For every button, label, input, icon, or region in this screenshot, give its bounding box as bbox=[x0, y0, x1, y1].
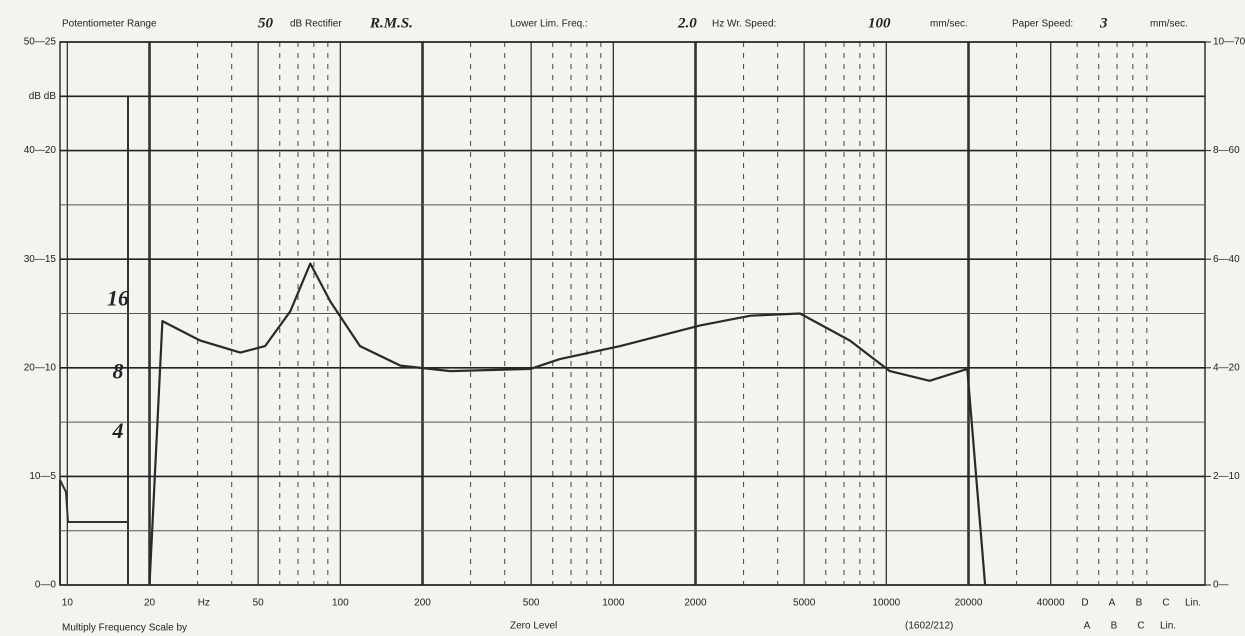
form-label: Zero Level bbox=[510, 621, 557, 632]
x-tick-label: 2000 bbox=[684, 598, 707, 609]
x-tick-label: 500 bbox=[523, 598, 540, 609]
form-label: (1602/212) bbox=[905, 621, 953, 632]
weighting-label: A bbox=[1084, 621, 1091, 632]
x-tick-label: 1000 bbox=[602, 598, 625, 609]
x-tick-label: 200 bbox=[414, 598, 431, 609]
y2-tick-label: 10—70 bbox=[1213, 37, 1245, 48]
weighting-mark: A bbox=[1109, 598, 1116, 609]
weighting-label: B bbox=[1111, 621, 1118, 632]
y2-tick-label: 2—10 bbox=[1213, 471, 1240, 482]
y-tick-label: 30—15 bbox=[24, 254, 57, 265]
weighting-label: C bbox=[1137, 621, 1144, 632]
form-label: Paper Speed: bbox=[1012, 19, 1073, 30]
weighting-mark: D bbox=[1081, 598, 1088, 609]
form-label: Multiply Frequency Scale by bbox=[62, 623, 187, 634]
y-tick-label: 40—20 bbox=[24, 145, 57, 156]
form-label: Lower Lim. Freq.: bbox=[510, 19, 588, 30]
x-tick-label: 5000 bbox=[793, 598, 816, 609]
x-tick-label: 40000 bbox=[1037, 598, 1065, 609]
y-tick-label: 10—5 bbox=[29, 471, 56, 482]
x-tick-label: 10000 bbox=[872, 598, 900, 609]
form-value: 100 bbox=[868, 15, 891, 31]
form-value: R.M.S. bbox=[369, 15, 413, 31]
weighting-mark: C bbox=[1162, 598, 1169, 609]
x-tick-label: 50 bbox=[253, 598, 265, 609]
y2-tick-label: 0— bbox=[1213, 580, 1229, 591]
form-value: 2.0 bbox=[677, 15, 697, 31]
form-label: mm/sec. bbox=[1150, 19, 1188, 30]
y-tick-label: 50—25 bbox=[24, 37, 57, 48]
y-tick-label: dB dB bbox=[29, 91, 57, 102]
form-value: 50 bbox=[258, 15, 274, 31]
y2-tick-label: 4—20 bbox=[1213, 362, 1240, 373]
form-label: dB Rectifier bbox=[290, 19, 342, 30]
weighting-label: Lin. bbox=[1160, 621, 1176, 632]
x-tick-label: 100 bbox=[332, 598, 349, 609]
x-tick-label: 20 bbox=[144, 598, 156, 609]
form-value: 3 bbox=[1099, 15, 1108, 31]
y2-tick-label: 6—40 bbox=[1213, 254, 1240, 265]
form-label: mm/sec. bbox=[930, 19, 968, 30]
y-tick-label: 0—0 bbox=[35, 580, 57, 591]
y2-tick-label: 8—60 bbox=[1213, 145, 1240, 156]
form-label: Hz Wr. Speed: bbox=[712, 19, 776, 30]
x-tick-label: 10 bbox=[62, 598, 74, 609]
y-tick-label: 20—10 bbox=[24, 362, 57, 373]
weighting-mark: B bbox=[1136, 598, 1143, 609]
annotation: 4 bbox=[112, 418, 124, 443]
annotation: 16 bbox=[107, 286, 129, 311]
x-tick-label: 20000 bbox=[955, 598, 983, 609]
x-unit-label: Hz bbox=[198, 598, 210, 609]
response-line bbox=[148, 262, 987, 586]
annotation: 8 bbox=[113, 358, 124, 383]
form-label: Potentiometer Range bbox=[62, 19, 157, 30]
weighting-mark: Lin. bbox=[1185, 598, 1201, 609]
